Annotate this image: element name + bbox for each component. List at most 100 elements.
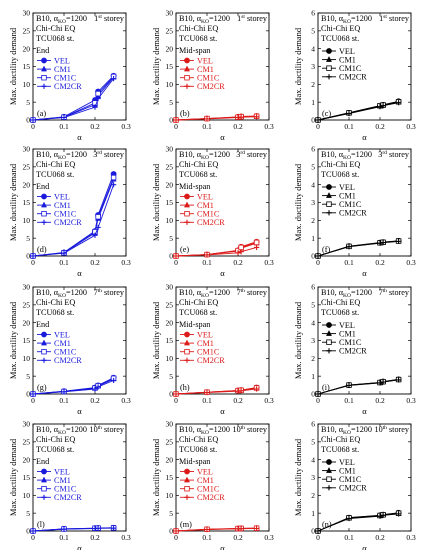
x-tick-label: 0 (316, 258, 320, 267)
legend-label-cm1: CM1 (197, 65, 214, 74)
x-tick-label: 0.1 (344, 533, 354, 542)
legend-marker-cm1 (183, 201, 191, 208)
legend-label-cm2cr: CM2CR (339, 209, 367, 218)
legend-marker-cm1 (325, 330, 333, 336)
y-tick-label: 25 (23, 162, 31, 171)
y-tick-label: 30 (23, 145, 31, 154)
data-point-cm2cr (173, 253, 179, 259)
y-tick-label: 0 (169, 116, 173, 125)
chart-panel-i: 0 1 2 3 4 5 6 0 0.1 0.2 0.3 α Max. ductility demand B… (293, 283, 416, 416)
y-tick-label: 10 (166, 491, 174, 500)
model-label: B10, αKO=1200 (179, 288, 230, 299)
y-tick-label: 30 (23, 283, 31, 292)
legend-marker-vel (326, 459, 332, 465)
station-label: TCU068 st. (36, 34, 74, 43)
x-tick-label: 0.1 (202, 122, 212, 131)
legend-marker-cm1 (325, 56, 333, 62)
x-tick-label: 0.3 (406, 258, 416, 267)
chart-panel-a: 0 5 10 15 20 25 30 0 0.1 0.2 0.3 α Max. ductility de… (8, 9, 131, 142)
legend-label-vel: VEL (197, 330, 213, 339)
legend-label-cm2cr: CM2CR (339, 73, 367, 82)
legend-label-cm1c: CM1C (54, 348, 77, 357)
data-point-cm2cr (315, 117, 321, 123)
storey-label: 7th storey (379, 288, 410, 297)
storey-label: 3rd storey (93, 150, 125, 159)
x-tick-label: 0.3 (264, 258, 274, 267)
data-point-cm2cr (396, 238, 402, 244)
y-axis-label: Max. ductility demand (8, 27, 18, 105)
data-point-cm2cr (111, 182, 117, 188)
legend-marker-vel (184, 193, 190, 200)
data-point-cm2cr (173, 117, 179, 123)
x-tick-label: 0 (174, 533, 178, 542)
legend-marker-cm1c (326, 201, 332, 207)
x-tick-label: 0.3 (121, 122, 131, 131)
y-tick-label: 3 (311, 198, 315, 207)
x-tick-label: 0.2 (90, 122, 100, 131)
legend-label-cm1c: CM1C (339, 200, 362, 209)
storey-label: 3rd storey (236, 150, 268, 159)
chart-panel-b: 0 5 10 15 20 25 30 0 0.1 0.2 0.3 α Max. ductility de… (151, 9, 274, 142)
y-tick-label: 0 (169, 390, 173, 399)
data-point-cm2cr (396, 377, 402, 383)
y-tick-label: 6 (311, 9, 315, 18)
legend-label-vel: VEL (339, 47, 355, 56)
chart-panel-h: 0 5 10 15 20 25 30 0 0.1 0.2 0.3 α Max. ductility de… (151, 283, 274, 416)
legend-label-vel: VEL (339, 321, 355, 330)
y-tick-label: 3 (311, 336, 315, 345)
panel-tag: (h) (180, 383, 190, 392)
x-tick-label: 0.1 (202, 258, 212, 267)
x-axis-label: α (362, 268, 367, 278)
storey-label: 7th storey (94, 288, 125, 297)
storey-label: 10th storey (89, 425, 124, 434)
y-axis-label: Max. ductility demand (293, 27, 303, 105)
y-tick-label: 25 (166, 437, 174, 446)
data-point-cm2cr (377, 104, 383, 110)
legend-label-vel: VEL (197, 467, 213, 476)
x-axis-label: α (362, 132, 367, 142)
y-axis-label: Max. ductility demand (151, 163, 161, 241)
earthquake-label: Chi-Chi EQ (321, 160, 360, 169)
x-tick-label: 0.1 (59, 396, 69, 405)
y-tick-label: 5 (169, 509, 173, 518)
legend-marker-cm1c (184, 210, 190, 217)
panel-tag: (m) (180, 520, 192, 529)
data-point-cm2cr (396, 511, 402, 517)
data-point-cm2cr (346, 382, 352, 389)
station-label: TCU068 st. (321, 308, 359, 317)
x-tick-label: 0.2 (375, 122, 385, 131)
y-tick-label: 0 (311, 252, 315, 261)
earthquake-label: Chi-Chi EQ (321, 435, 360, 444)
legend-marker-vel (184, 57, 190, 64)
legend-label-cm1: CM1 (339, 466, 356, 475)
x-axis-label: α (220, 132, 225, 142)
y-tick-label: 0 (169, 527, 173, 536)
model-label: B10, αKO=1200 (179, 425, 230, 436)
y-tick-label: 20 (166, 318, 174, 327)
station-label: TCU068 st. (321, 445, 359, 454)
y-tick-label: 2 (311, 491, 315, 500)
x-tick-label: 0 (316, 122, 320, 131)
legend-label-vel: VEL (339, 183, 355, 192)
y-tick-label: 10 (23, 80, 31, 89)
x-tick-label: 0.3 (121, 533, 131, 542)
y-tick-label: 20 (23, 455, 31, 464)
model-label: B10, αKO=1200 (36, 425, 87, 436)
y-tick-label: 2 (311, 216, 315, 225)
y-tick-label: 0 (26, 116, 30, 125)
x-tick-label: 0 (174, 122, 178, 131)
y-tick-label: 1 (311, 234, 315, 243)
panel-tag: (a) (37, 109, 46, 118)
data-point-cm1c (253, 239, 260, 246)
panel-tag: (f) (322, 245, 330, 254)
legend-marker-cm2cr (184, 219, 190, 225)
data-point-cm2cr (254, 386, 260, 392)
x-tick-label: 0.2 (375, 396, 385, 405)
chart-panel-d: 0 5 10 15 20 25 30 0 0.1 0.2 0.3 α Max. ductility de… (8, 145, 131, 278)
legend-label-cm1c: CM1C (197, 485, 220, 494)
y-tick-label: 15 (166, 198, 174, 207)
data-point-cm2cr (238, 249, 244, 255)
data-point-cm2cr (95, 525, 101, 531)
data-point-cm2cr (254, 114, 260, 120)
